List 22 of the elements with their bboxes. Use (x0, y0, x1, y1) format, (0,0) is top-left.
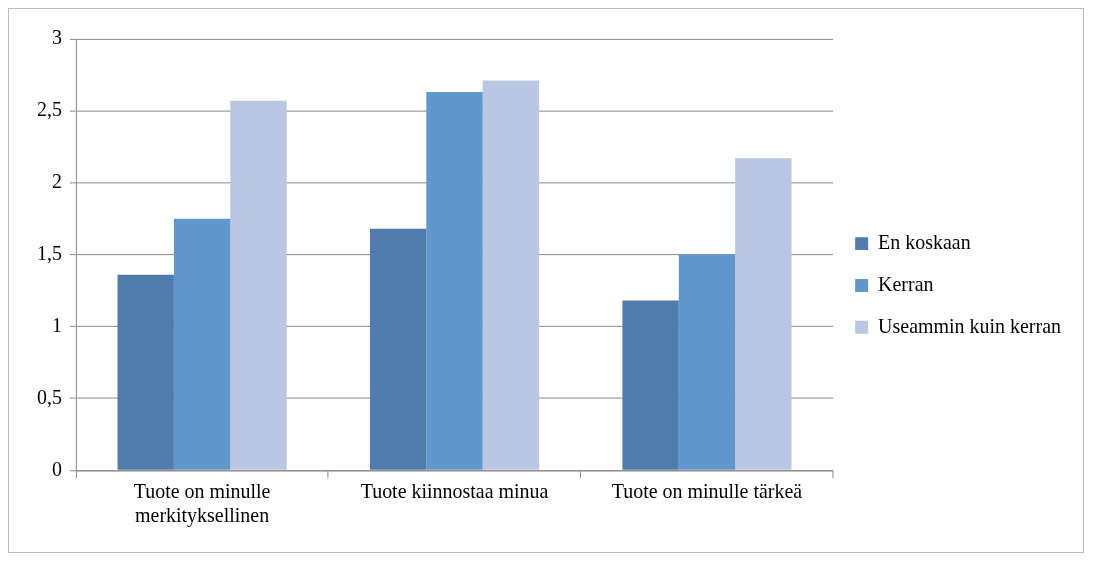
y-tick-label: 0,5 (36, 385, 62, 408)
bar (482, 80, 540, 470)
y-tick-label: 1 (51, 313, 62, 336)
legend-label: Useammin kuin kerran (878, 314, 1062, 337)
x-tick-label: Tuote kiinnostaa minua (360, 480, 549, 503)
y-tick-label: 2,5 (36, 98, 62, 121)
bar (678, 254, 736, 470)
x-tick-label: Tuote on minulle tärkeä (611, 480, 803, 503)
bar (622, 300, 679, 470)
bar (230, 100, 287, 470)
y-tick-label: 1,5 (36, 241, 62, 264)
y-tick-label: 0 (51, 457, 62, 480)
bar (117, 274, 174, 470)
bar (426, 92, 483, 470)
y-tick-label: 2 (51, 169, 62, 192)
legend-label: En koskaan (878, 230, 971, 253)
bar (735, 158, 792, 470)
legend-label: Kerran (878, 272, 934, 295)
bar (173, 218, 231, 470)
bar (369, 228, 427, 470)
x-tick-label: Tuote on minulle merkityksellinen (133, 480, 271, 528)
y-tick-label: 3 (51, 26, 62, 49)
